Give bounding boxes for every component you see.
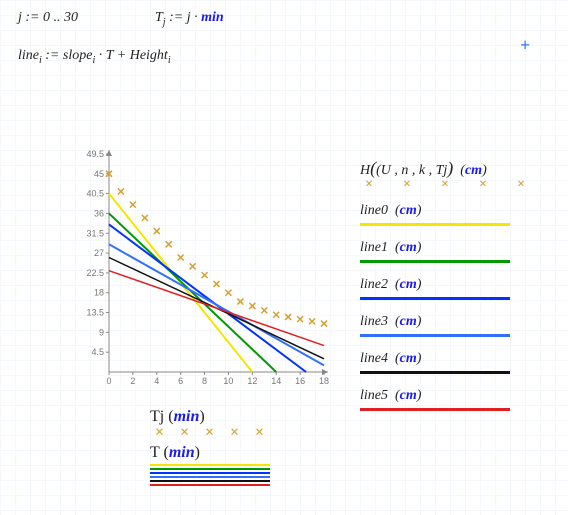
svg-text:45: 45 (94, 169, 104, 179)
svg-text:6: 6 (178, 376, 183, 386)
legend-item-4: line4 (cm) (360, 351, 560, 374)
svg-text:2: 2 (130, 376, 135, 386)
expr-line-def: linei := slopei · T + Heighti (18, 48, 171, 66)
legend-swatch-lines (150, 464, 290, 486)
insert-cursor[interactable]: + (520, 35, 530, 56)
plot-svg: 4.5 9 13.5 18 22.5 27 31.5 36 40.5 45 49.5 0 2 4 6 8 10 1… (75, 148, 330, 390)
legend-items: line0 (cm) line1 (cm) line2 (cm) line3 (cm)… (360, 203, 560, 411)
chart[interactable]: 4.5 9 13.5 18 22.5 27 31.5 36 40.5 45 49.5 0 2 4 6 8 10 1… (75, 148, 330, 390)
svg-text:12: 12 (247, 376, 257, 386)
svg-text:9: 9 (99, 327, 104, 337)
expr-j-def: j := 0 .. 30 (18, 10, 78, 26)
legend-item-2: line2 (cm) (360, 277, 560, 300)
svg-text:10: 10 (223, 376, 233, 386)
legend-item-5: line5 (cm) (360, 388, 560, 411)
svg-text:18: 18 (94, 288, 104, 298)
legend-H: H((U , n , k , Tj) (cm) ××××× (360, 158, 560, 189)
svg-text:40.5: 40.5 (86, 189, 104, 199)
svg-text:4: 4 (154, 376, 159, 386)
svg-text:49.5: 49.5 (86, 149, 104, 159)
legend: H((U , n , k , Tj) (cm) ××××× line0 (cm)… (360, 158, 560, 425)
svg-text:31.5: 31.5 (86, 228, 104, 238)
svg-text:36: 36 (94, 208, 104, 218)
legend-swatch-marker: ××××× (360, 179, 560, 189)
svg-text:16: 16 (295, 376, 305, 386)
svg-text:0: 0 (106, 376, 111, 386)
svg-text:22.5: 22.5 (86, 268, 104, 278)
svg-text:4.5: 4.5 (91, 347, 104, 357)
legend-swatch-scatter: ××××× (150, 426, 290, 436)
legend-item-0: line0 (cm) (360, 203, 560, 226)
legend-item-1: line1 (cm) (360, 240, 560, 263)
x-axis-legend: Tj (min) ××××× T (min) (150, 408, 290, 494)
svg-text:14: 14 (271, 376, 281, 386)
svg-text:13.5: 13.5 (86, 308, 104, 318)
expr-T-def: Tj := j · min (155, 10, 224, 28)
svg-text:27: 27 (94, 248, 104, 258)
legend-item-3: line3 (cm) (360, 314, 560, 337)
svg-text:18: 18 (319, 376, 329, 386)
svg-text:8: 8 (202, 376, 207, 386)
